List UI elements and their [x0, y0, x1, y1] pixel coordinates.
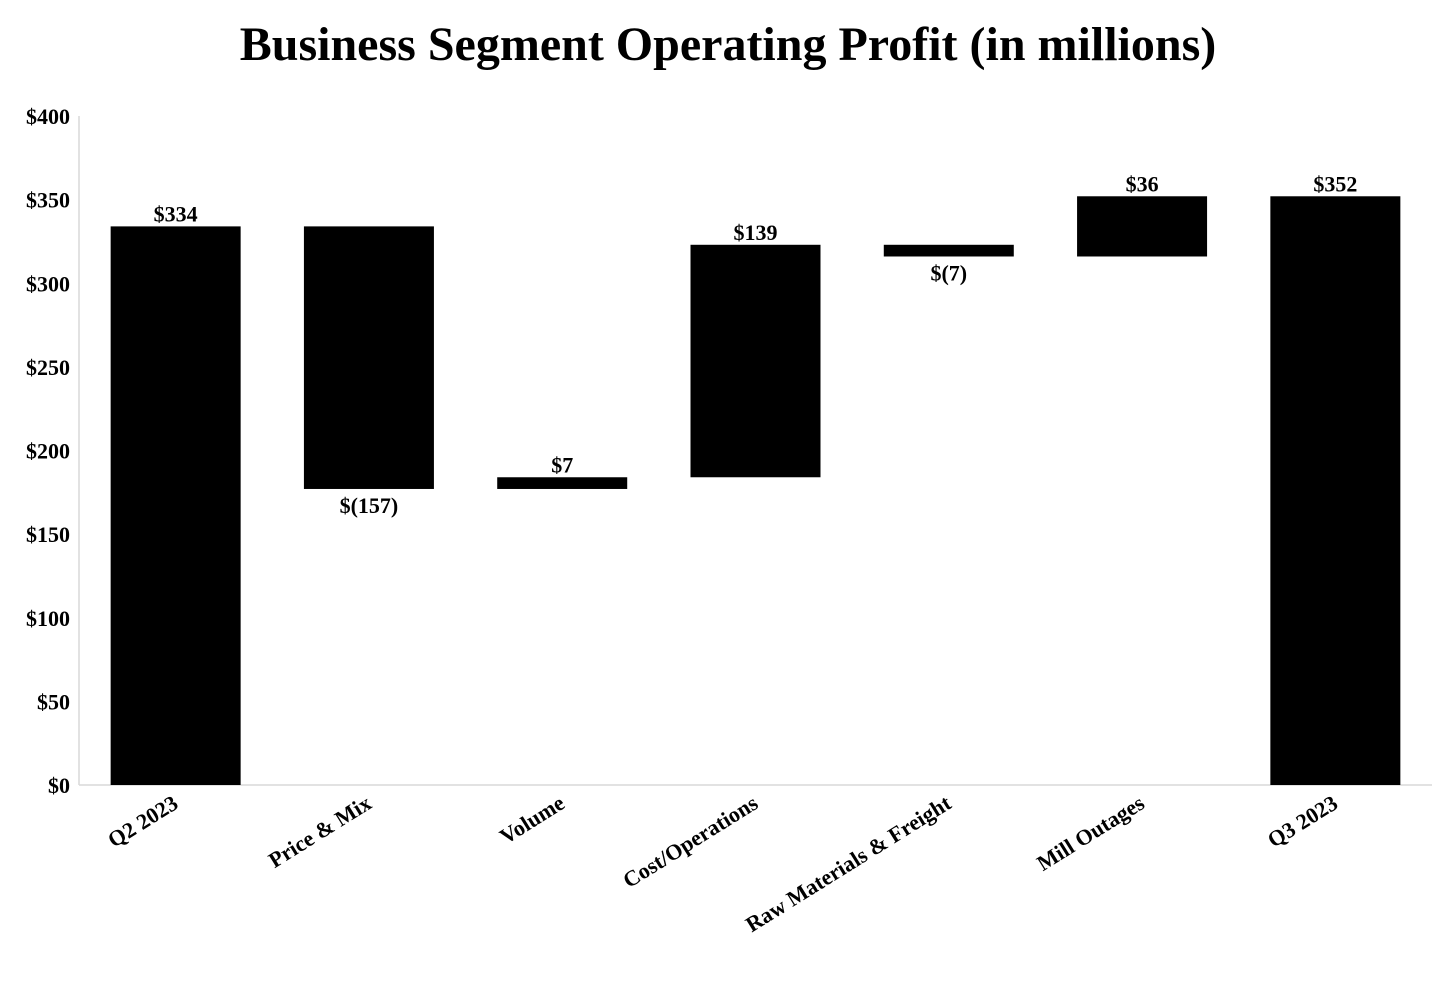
- data-label: $7: [551, 452, 573, 477]
- y-tick-label: $100: [26, 606, 70, 631]
- y-tick-label: $200: [26, 439, 70, 464]
- data-label: $(157): [340, 493, 399, 518]
- x-tick-label: Q3 2023: [1263, 790, 1342, 852]
- data-label: $352: [1313, 171, 1357, 196]
- data-labels: $334 $(157) $7 $139 $(7) $36 $352: [154, 171, 1358, 518]
- data-label: $36: [1126, 171, 1159, 196]
- bars: [110, 196, 1401, 785]
- y-tick-label: $300: [26, 271, 70, 296]
- y-tick-label: $150: [26, 522, 70, 547]
- x-tick-label: Volume: [495, 790, 569, 849]
- bar: [303, 226, 434, 489]
- bar: [690, 244, 821, 478]
- x-tick-label: Mill Outages: [1032, 790, 1149, 876]
- bar: [1270, 196, 1401, 785]
- x-tick-label: Price & Mix: [264, 790, 376, 873]
- y-tick-label: $0: [48, 773, 70, 798]
- x-tick-label: Cost/Operations: [618, 790, 762, 893]
- chart-title: Business Segment Operating Profit (in mi…: [240, 18, 1216, 71]
- y-tick-label: $50: [37, 689, 70, 714]
- data-label: $139: [734, 220, 778, 245]
- y-tick-label: $250: [26, 355, 70, 380]
- data-label: $334: [154, 201, 198, 226]
- y-tick-label: $400: [26, 104, 70, 129]
- bar: [497, 477, 628, 489]
- x-tick-label: Q2 2023: [103, 790, 182, 852]
- bar: [883, 244, 1014, 257]
- bar: [110, 226, 241, 785]
- x-tick-label: Raw Materials & Freight: [741, 790, 956, 937]
- bar: [1077, 196, 1208, 257]
- y-tick-label: $350: [26, 188, 70, 213]
- data-label: $(7): [930, 260, 967, 285]
